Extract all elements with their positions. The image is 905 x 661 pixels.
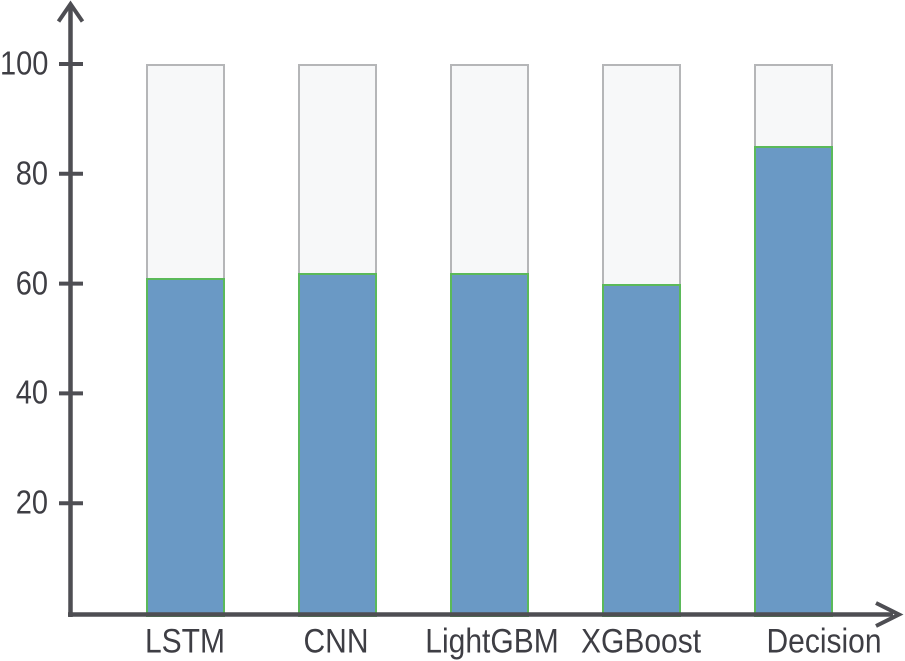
bar-decision	[754, 146, 833, 617]
x-axis-label-decision: Decision	[766, 623, 882, 661]
y-axis-arrow-icon	[56, 0, 85, 23]
x-axis-label-lightgbm: LightGBM	[425, 623, 559, 661]
y-tick-label-100: 100	[0, 45, 49, 83]
y-tick-label-20: 20	[15, 484, 48, 522]
bar-lightgbm	[450, 272, 529, 617]
bar-cnn	[298, 272, 377, 617]
y-tick-label-40: 40	[15, 375, 48, 412]
bar-lstm	[146, 278, 225, 617]
y-tick-label-80: 80	[15, 155, 48, 193]
y-axis-ticks	[59, 62, 83, 506]
y-tick-label-60: 60	[15, 265, 48, 302]
x-axis-label-cnn: CNN	[303, 623, 369, 661]
x-axis-label-lstm: LSTM	[144, 623, 226, 661]
bar-xgboost	[602, 283, 681, 617]
x-axis-label-xgboost: XGBoost	[580, 623, 702, 661]
